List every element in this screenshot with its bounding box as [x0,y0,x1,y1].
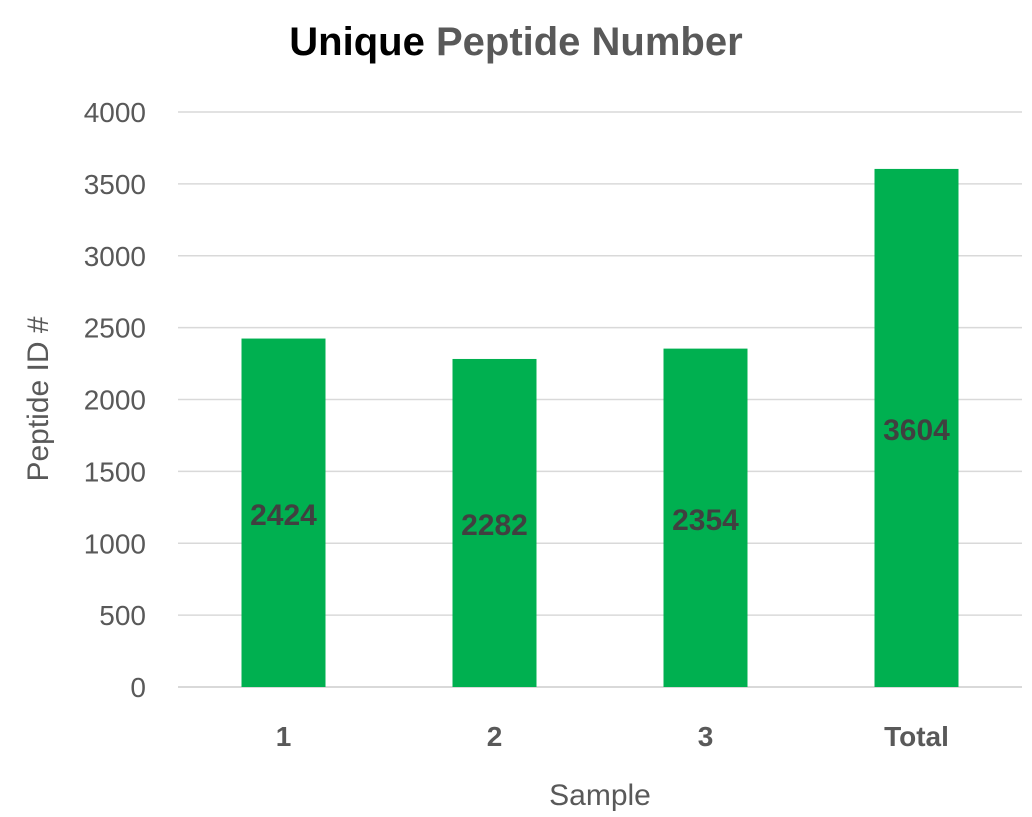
data-label: 2354 [672,504,739,537]
y-tick-label: 3500 [84,169,146,200]
data-label: 3604 [883,414,950,447]
data-label: 2424 [250,499,317,532]
y-tick-label: 1000 [84,528,146,559]
y-tick-label: 2500 [84,313,146,344]
y-tick-label: 3000 [84,241,146,272]
y-tick-label: 500 [99,600,146,631]
y-tick-label: 4000 [84,97,146,128]
y-axis-ticks: 0 500 1000 1500 2000 2500 3000 3500 4000 [84,97,146,703]
bar-3 [663,348,748,687]
data-label: 2282 [461,509,528,542]
x-tick-label: 1 [276,721,292,752]
chart-title: Unique Peptide Number [289,20,742,64]
bar-2 [452,358,537,687]
bar-1 [241,338,326,687]
x-axis-label: Sample [549,779,651,812]
bar-total [874,168,959,688]
y-tick-label: 0 [130,672,146,703]
y-axis-label: Peptide ID # [22,316,55,481]
y-tick-label: 2000 [84,385,146,416]
x-tick-label: 3 [698,721,714,752]
chart-title-emphasis: Unique [289,20,425,64]
x-axis-ticks: 1 2 3 Total [276,721,949,752]
data-labels: 2424 2282 2354 3604 [250,414,950,542]
y-tick-label: 1500 [84,456,146,487]
x-tick-label: Total [884,721,949,752]
bars [241,168,959,688]
chart-title-rest: Peptide Number [425,20,743,64]
x-tick-label: 2 [487,721,503,752]
